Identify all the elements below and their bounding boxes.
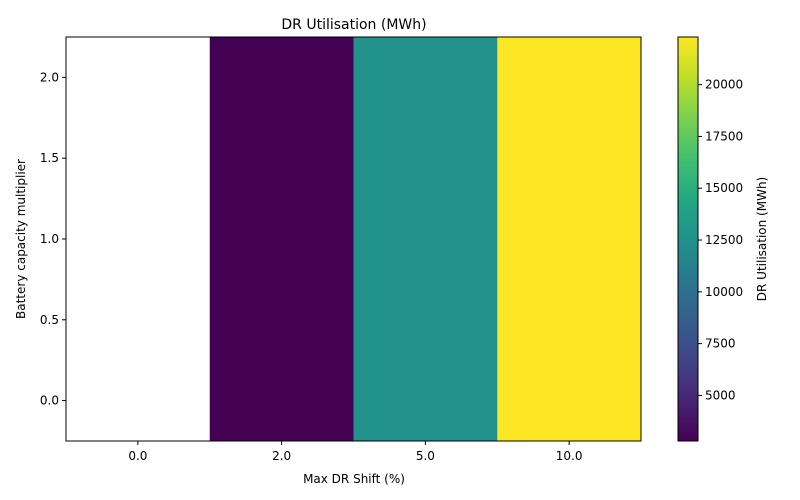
y-axis-label: Battery capacity multiplier <box>14 159 28 319</box>
x-tick-label: 10.0 <box>556 449 583 463</box>
y-tick-label: 2.0 <box>40 70 59 84</box>
heatmap-cell-0.0 <box>66 37 211 441</box>
heatmap-cell-10.0 <box>497 37 642 441</box>
heatmap-cell-5.0 <box>353 37 498 441</box>
colorbar-tick-label: 20000 <box>705 78 743 92</box>
colorbar-tick-label: 15000 <box>705 181 743 195</box>
heatmap-cell-2.0 <box>209 37 354 441</box>
colorbar-label: DR Utilisation (MWh) <box>755 177 769 301</box>
y-axis-ticks: 2.0 1.5 1.0 0.5 0.0 <box>40 70 66 408</box>
chart-title: DR Utilisation (MWh) <box>281 17 426 33</box>
y-tick-label: 1.5 <box>40 151 59 165</box>
colorbar-tick-label: 12500 <box>705 233 743 247</box>
x-tick-label: 0.0 <box>128 449 147 463</box>
y-tick-label: 1.0 <box>40 232 59 246</box>
colorbar-tick-label: 7500 <box>705 337 736 351</box>
colorbar-tick-label: 10000 <box>705 285 743 299</box>
y-tick-label: 0.0 <box>40 394 59 408</box>
x-axis-ticks: 0.0 2.0 5.0 10.0 <box>128 441 582 463</box>
y-tick-label: 0.5 <box>40 313 59 327</box>
x-tick-label: 2.0 <box>272 449 291 463</box>
colorbar-ticks: 5000 7500 10000 12500 15000 17500 20000 <box>698 78 743 402</box>
heatmap-cells <box>66 37 642 441</box>
colorbar-tick-label: 17500 <box>705 129 743 143</box>
colorbar-tick-label: 5000 <box>705 388 736 402</box>
colorbar <box>677 36 699 442</box>
x-axis-label: Max DR Shift (%) <box>303 472 405 486</box>
x-tick-label: 5.0 <box>416 449 435 463</box>
